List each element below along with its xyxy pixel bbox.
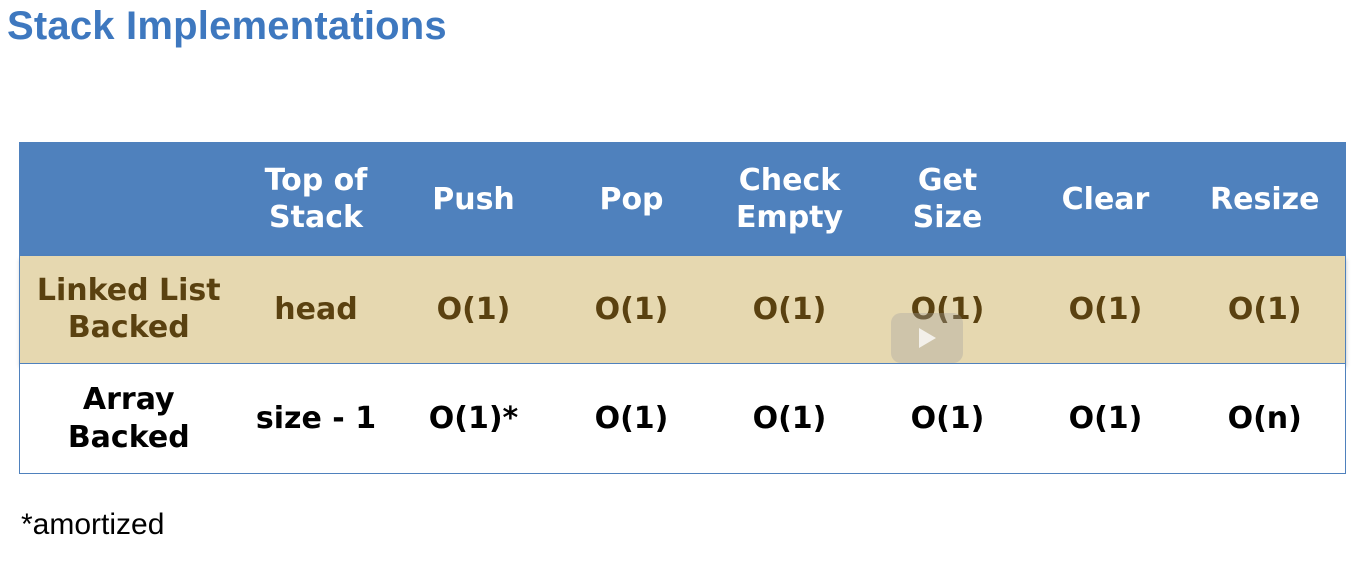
cell-pop: O(1) (594, 400, 669, 436)
play-button[interactable] (891, 313, 963, 363)
header-cell-push: Push (432, 181, 515, 217)
cell-resize: O(1) (1227, 291, 1302, 327)
cell-top-of-stack: head (274, 291, 358, 327)
cell-get-size: O(1) (910, 291, 985, 327)
row-label-linked-list: Linked List Backed (36, 272, 221, 346)
cell-check-empty: O(1) (752, 400, 827, 436)
header-cell-clear: Clear (1061, 181, 1150, 217)
header-cell-top-of-stack: Top of Stack (264, 162, 368, 236)
cell-push: O(1) (436, 291, 511, 327)
header-cell-check-empty: Check Empty (735, 162, 844, 236)
cell-clear: O(1) (1068, 400, 1143, 436)
cell-resize: O(n) (1227, 400, 1302, 436)
complexity-table: Top of Stack Push Pop Check Empty Get Size … (19, 142, 1346, 474)
table-header-row: Top of Stack Push Pop Check Empty Get Size … (19, 142, 1346, 256)
table-row-linked-list: Linked List Backed head O(1) O(1) O(1) O(… (19, 255, 1346, 364)
cell-get-size: O(1) (910, 400, 985, 436)
cell-clear: O(1) (1068, 291, 1143, 327)
header-cell-resize: Resize (1210, 181, 1320, 217)
cell-top-of-stack: size - 1 (255, 400, 377, 436)
play-icon (919, 328, 936, 348)
cell-pop: O(1) (594, 291, 669, 327)
cell-check-empty: O(1) (752, 291, 827, 327)
header-cell-empty (20, 143, 238, 256)
cell-push: O(1)* (428, 400, 519, 436)
header-cell-get-size: Get Size (912, 162, 983, 236)
table-row-array: Array Backed size - 1 O(1)* O(1) O(1) O(1… (19, 363, 1346, 474)
slide-title: Stack Implementations (7, 4, 447, 48)
row-label-array: Array Backed (67, 382, 190, 455)
header-cell-pop: Pop (599, 181, 664, 217)
footnote: *amortized (21, 508, 165, 541)
